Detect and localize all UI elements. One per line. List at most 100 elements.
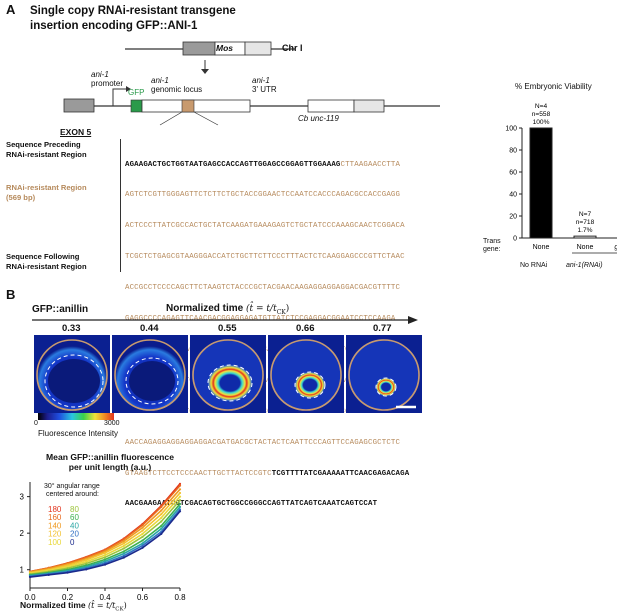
mos-label: Mos — [216, 43, 233, 53]
bar-annotation: 1.7% — [577, 227, 592, 234]
exon5-block — [181, 99, 195, 113]
legend-entry: 100 — [48, 538, 62, 547]
data-point — [178, 488, 182, 491]
gfp-anillin-label: GFP::anillin — [32, 304, 89, 315]
utr-label: 3' UTR — [252, 85, 277, 94]
colorbar — [38, 413, 114, 420]
data-point — [160, 527, 163, 530]
legend-entry: 180 — [48, 505, 62, 514]
x-tick-label: 0.6 — [137, 593, 149, 602]
cb-unc119-block — [307, 99, 355, 113]
data-point — [122, 556, 125, 559]
legend-entry: 40 — [70, 521, 79, 530]
data-point — [103, 556, 107, 559]
data-point — [103, 554, 107, 557]
cb-unc119-label: Cb unc-119 — [298, 114, 339, 123]
colorbar-max: 3000 — [104, 420, 120, 427]
legend-entry: 160 — [48, 513, 62, 522]
y-tick-label: 20 — [509, 214, 517, 221]
data-point — [178, 491, 182, 495]
normalized-time-label: Normalized time — [166, 303, 244, 314]
time-arrow — [32, 316, 418, 324]
panel-a-title-line2: insertion encoding GFP::ANI-1 — [30, 20, 198, 32]
group-rnai: ani-1(RNAi) — [566, 262, 603, 269]
genomic-locus-gene-label: ani-1 — [151, 76, 169, 85]
data-point — [85, 568, 88, 571]
data-point — [103, 560, 107, 563]
data-point — [122, 550, 125, 553]
bar-annotation: N=7 — [579, 211, 592, 218]
y-tick-label: 40 — [509, 192, 517, 199]
data-point — [103, 558, 107, 561]
data-point — [178, 502, 182, 506]
data-point — [178, 499, 182, 502]
bar — [573, 235, 597, 239]
viability-chart-title: % Embryonic Viability — [515, 82, 592, 91]
category-label: None — [533, 244, 550, 251]
x-axis-label: Normalized time — [20, 600, 86, 610]
chr-label: Chr I — [282, 43, 303, 53]
x-tick-label: 0.0 — [24, 593, 36, 602]
colorbar-min: 0 — [34, 420, 38, 427]
data-point — [141, 529, 144, 532]
x-tick-label: 0.8 — [174, 593, 186, 602]
bar-annotation: N=4 — [535, 103, 548, 110]
plot-title-line1: Mean GFP::anillin fluorescence — [46, 452, 174, 462]
x-axis-close: ) — [123, 601, 127, 610]
colorbar-label: Fluorescence Intensity — [38, 429, 119, 438]
data-point — [122, 547, 125, 550]
data-point — [141, 524, 144, 527]
seq-preceding-label1: Sequence Preceding — [6, 140, 81, 149]
genomic-locus-label: genomic locus — [151, 85, 203, 94]
utr-gene-label: ani-1 — [252, 76, 270, 85]
normalized-time-header: Normalized time (t̂ = t/tCK) — [166, 303, 289, 316]
legend-entry: 0 — [70, 538, 75, 547]
seq-brown-line: TCGCTCTGAGCGTAAGGGACCATCTGCTTCTTCCCTTTAC… — [125, 253, 405, 262]
data-point — [85, 558, 88, 561]
panel-a-letter: A — [6, 2, 16, 17]
time-close: ) — [285, 304, 290, 314]
data-point — [122, 552, 125, 555]
y-tick-label: 1 — [20, 566, 25, 575]
transgene-schematic — [63, 41, 440, 126]
ani1-genomic-block — [141, 99, 251, 113]
data-point — [85, 560, 88, 563]
x-axis-formula: (t̂ = t/t — [88, 601, 116, 610]
data-point — [85, 562, 88, 565]
panel-a-title-line1: Single copy RNAi-resistant transgene — [30, 5, 236, 17]
category-label: None — [577, 244, 594, 251]
x-axis-title: Normalized time (t̂ = t/tCK) — [20, 600, 127, 613]
legend-title2: centered around: — [46, 491, 99, 498]
gfp-label: GFP — [128, 88, 145, 97]
seq-line-1: AGAAGACTGCTGGTAATGAGCCACCAGTTGGAGCCGGAGT… — [125, 160, 409, 170]
seq-brown-line: AGTCTCGTTGGGAGTTCTCTTCTGCTACCGGAACTCCAAT… — [125, 191, 401, 200]
data-point — [103, 551, 107, 555]
promoter-gene-label: ani-1 — [91, 70, 109, 79]
y-tick-label: 3 — [20, 493, 25, 502]
group-no-rnai: No RNAi — [520, 262, 548, 269]
data-point — [178, 482, 182, 485]
data-point — [141, 544, 144, 547]
time-label: 0.66 — [296, 323, 315, 334]
data-point — [66, 571, 69, 574]
y-tick-label: 0 — [513, 236, 517, 243]
data-point — [178, 505, 182, 508]
promoter-label: promoter — [91, 79, 124, 88]
left-homology-block — [63, 98, 95, 113]
data-point — [178, 510, 182, 513]
microscopy-timelapse — [34, 335, 422, 413]
data-point — [141, 526, 144, 529]
time-label: 0.77 — [373, 323, 392, 334]
time-label: 0.55 — [218, 323, 237, 334]
bar — [529, 127, 553, 239]
data-point — [141, 535, 144, 538]
seq-brown-line: AACCAGAGGAGGAGGAGGACGATGACGCTACTACTCAATT… — [125, 438, 401, 447]
data-point — [160, 520, 163, 523]
data-point — [28, 575, 32, 579]
bar-annotation: n=558 — [532, 111, 551, 118]
data-point — [122, 540, 125, 543]
data-point — [160, 509, 163, 512]
legend-entry: 80 — [70, 505, 79, 514]
trans-gene-label1: Trans — [483, 238, 501, 245]
